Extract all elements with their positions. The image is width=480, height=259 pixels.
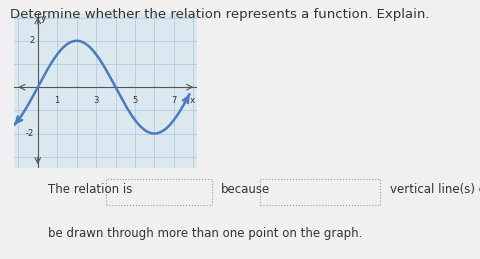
Text: 2: 2	[29, 36, 34, 45]
Text: The relation is: The relation is	[48, 183, 132, 196]
Text: -2: -2	[26, 129, 34, 138]
Text: because: because	[221, 183, 270, 196]
Text: y: y	[41, 14, 46, 23]
Text: Determine whether the relation represents a function. Explain.: Determine whether the relation represent…	[10, 8, 428, 21]
Text: 7: 7	[171, 96, 176, 105]
Text: 3: 3	[93, 96, 98, 105]
Text: be drawn through more than one point on the graph.: be drawn through more than one point on …	[48, 227, 362, 240]
Text: 5: 5	[132, 96, 137, 105]
Text: 1: 1	[54, 96, 60, 105]
Text: vertical line(s) can: vertical line(s) can	[389, 183, 480, 196]
Text: x: x	[190, 96, 195, 105]
